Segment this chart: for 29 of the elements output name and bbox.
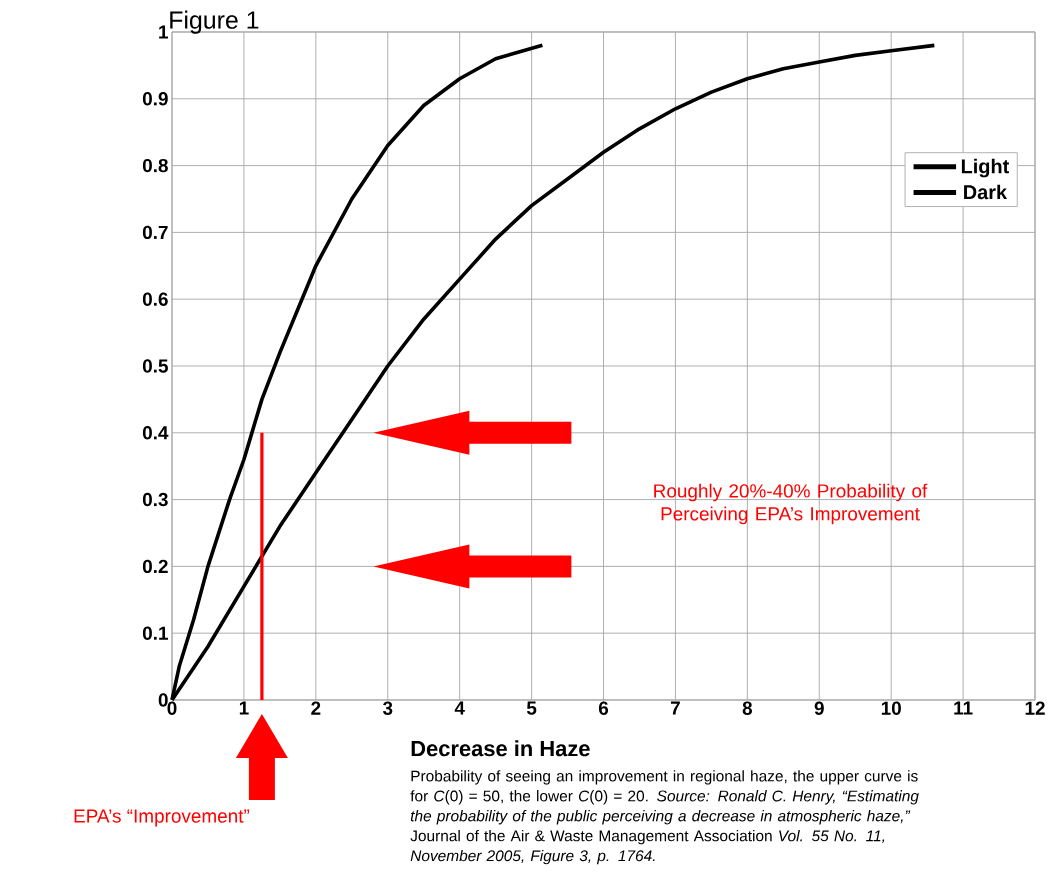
- legend-label: Dark: [964, 184, 1008, 200]
- y-tick-label: 0.3: [142, 492, 168, 507]
- x-tick-label: 9: [814, 701, 824, 715]
- x-tick-label: 4: [454, 701, 465, 715]
- x-tick-label: 5: [526, 701, 537, 715]
- chart-title: Figure 1: [170, 10, 259, 34]
- y-tick-label: 0.8: [142, 158, 168, 173]
- y-tick-label: 0.9: [142, 92, 168, 106]
- x-axis-title: Decrease in Haze: [411, 740, 590, 757]
- x-tick-label: 3: [382, 701, 393, 715]
- x-tick-label: 12: [1025, 701, 1045, 715]
- x-tick-label: 7: [670, 701, 680, 715]
- x-tick-label: 8: [742, 701, 753, 715]
- x-tick-label: 10: [881, 701, 901, 715]
- x-tick-label: 2: [311, 701, 321, 715]
- x-tick-label: 1: [239, 701, 249, 715]
- y-tick-label: 0.4: [142, 426, 169, 440]
- y-tick-label: 0.5: [142, 359, 168, 373]
- x-tick-label: 6: [598, 701, 609, 715]
- y-tick-label: 0.6: [142, 292, 168, 306]
- text: Probability of seeing an improvement in regional haze, the upper curve is for C(0) = 50, the lower C(0) = 20. Source: Ronald C. Henry, “Estimating the probability of the public perceiving a decrease in atmospheric haze,” Journal of the Air & Waste Management Association Vol. 55 No. 11, November 2005, Figure 3, p. 1764.: [410, 770, 919, 865]
- legend-label: Light: [961, 158, 1010, 178]
- y-tick-label: 0.7: [142, 225, 168, 240]
- y-tick-label: 0.1: [142, 626, 168, 640]
- x-tick-label: 11: [954, 701, 973, 715]
- annotation: Roughly 20%-40% Probability of Perceiving EPA’s Improvement: [654, 483, 928, 525]
- text: EPA’s “Improvement”: [74, 809, 250, 827]
- y-tick-label: 0.2: [142, 559, 168, 574]
- y-tick-label: 1: [159, 25, 168, 39]
